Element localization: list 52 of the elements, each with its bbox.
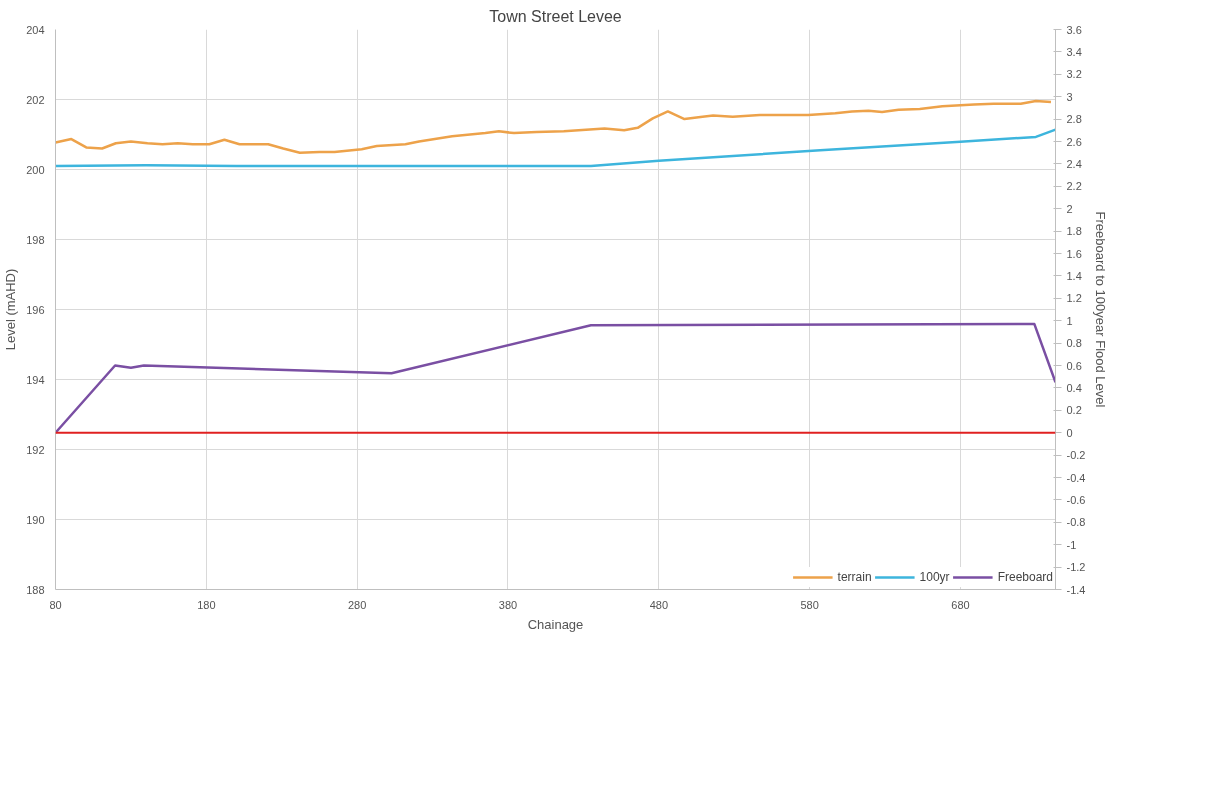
y2-tick-label: 2 — [1066, 202, 1073, 215]
y-tick-label: 190 — [26, 513, 45, 526]
x-tick-label: 480 — [649, 598, 668, 611]
y-tick-label: 202 — [26, 93, 45, 106]
y2-tick-label: 0 — [1066, 426, 1073, 439]
y2-tick-label: 1.2 — [1066, 292, 1082, 305]
y2-tick-label: 3.6 — [1066, 23, 1082, 36]
y2-tick-label: 3 — [1066, 90, 1073, 103]
x-axis-title: Chainage — [527, 616, 584, 632]
y2-tick-label: 1.6 — [1066, 247, 1082, 260]
x-tick-label: 80 — [49, 598, 62, 611]
x-tick-label: 180 — [197, 598, 216, 611]
y2-tick-label: 3.2 — [1066, 68, 1082, 81]
y2-tick-label: 0.2 — [1066, 404, 1082, 417]
y2-axis-title: Freeboard to 100year Flood Level — [1093, 211, 1109, 408]
x-tick-label: 580 — [800, 598, 819, 611]
y-tick-label: 198 — [26, 233, 45, 246]
line-series — [55, 322, 1056, 434]
y2-tick-label: 1 — [1066, 314, 1073, 327]
y2-tick-label: 0.6 — [1066, 359, 1082, 372]
y2-tick-label: 1.4 — [1066, 269, 1082, 282]
line-series — [55, 128, 1056, 168]
x-tick-label: 680 — [951, 598, 970, 611]
y2-tick-label: 2.4 — [1066, 157, 1082, 170]
y-tick-label: 192 — [26, 443, 45, 456]
y2-tick-label: -1 — [1066, 538, 1077, 551]
line-series — [55, 99, 1053, 154]
legend-label: terrain — [837, 570, 872, 584]
y2-tick-label: -1.2 — [1066, 561, 1086, 574]
y2-tick-label: -1.4 — [1066, 583, 1086, 596]
y2-tick-label: -0.8 — [1066, 516, 1086, 529]
y2-tick-label: 1.8 — [1066, 225, 1082, 238]
y2-tick-label: 2.8 — [1066, 113, 1082, 126]
x-tick-label: 280 — [347, 598, 367, 611]
y2-tick-label: -0.4 — [1066, 471, 1086, 484]
y2-tick-label: 3.4 — [1066, 45, 1082, 58]
y2-tick-label: -0.2 — [1066, 449, 1086, 462]
legend-label: 100yr — [919, 570, 950, 584]
y-axis-title: Level (mAHD) — [3, 268, 19, 351]
y2-tick-label: 2.2 — [1066, 180, 1082, 193]
y-tick-label: 204 — [26, 23, 45, 36]
y2-tick-label: 0.4 — [1066, 381, 1082, 394]
y2-tick-label: -0.6 — [1066, 493, 1086, 506]
y2-tick-label: 0.8 — [1066, 337, 1082, 350]
x-tick-label: 380 — [498, 598, 518, 611]
legend-label: Freeboard — [997, 570, 1053, 584]
y2-tick-label: 2.6 — [1066, 135, 1082, 148]
y-tick-label: 188 — [26, 583, 45, 596]
y-tick-label: 194 — [26, 373, 45, 386]
chart-title: Town Street Levee — [489, 7, 622, 25]
y-tick-label: 196 — [26, 303, 45, 316]
y-tick-label: 200 — [26, 163, 45, 176]
